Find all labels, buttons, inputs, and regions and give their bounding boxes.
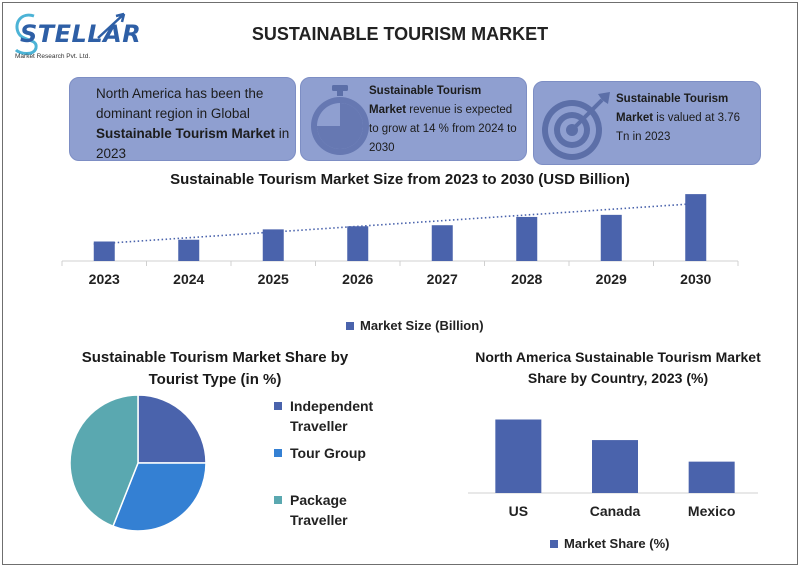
x-tick-label: 2028 (511, 271, 542, 287)
legend-item: Package Traveller (274, 490, 400, 530)
country-share-legend: Market Share (%) (550, 536, 669, 551)
x-tick-label: 2024 (173, 271, 204, 287)
x-tick-label: 2025 (258, 271, 289, 287)
country-share-chart-title: North America Sustainable Tourism Market… (475, 349, 761, 386)
legend-swatch (274, 496, 282, 504)
x-tick-label: 2030 (680, 271, 711, 287)
info-card-text: Sustainable Tourism Market revenue is ex… (369, 82, 519, 158)
info-card-text: North America has been the dominant regi… (96, 84, 291, 164)
legend-swatch (274, 449, 282, 457)
country-share-bar-chart: US Canada Mexico (468, 419, 758, 519)
x-tick-label: Mexico (688, 503, 735, 519)
legend-label: Tour Group (290, 445, 366, 461)
page-title: SUSTAINABLE TOURISM MARKET (251, 24, 549, 44)
pie-slice-tour-group (111, 462, 207, 532)
logo: STELLAR Market Research Pvt. Ltd. (12, 8, 141, 66)
card-text-bold: Sustainable Tourism Market (369, 85, 482, 116)
card-text-post: in 2023 (96, 126, 290, 161)
bar-2026 (347, 226, 369, 261)
x-tick-label: US (509, 503, 528, 519)
legend-item: Tour Group (274, 443, 400, 463)
x-tick-label: 2023 (89, 271, 120, 287)
logo-wordmark: STELLAR (20, 20, 142, 48)
logo-subtitle: Market Research Pvt. Ltd. (15, 53, 91, 60)
card-text-pre: North America has been the dominant regi… (96, 86, 264, 121)
card-text-bold: Sustainable Tourism Market (96, 126, 276, 141)
bar-2025 (262, 229, 284, 261)
x-tick-label: Canada (590, 503, 641, 519)
bar-2028 (516, 216, 538, 261)
market-size-legend: Market Size (Billion) (346, 318, 484, 333)
legend-swatch (550, 539, 558, 548)
bar-mexico (688, 461, 735, 493)
legend-swatch (346, 321, 354, 330)
stopwatch-icon (311, 85, 369, 155)
legend-label: Market Share (%) (564, 536, 670, 551)
x-tick-label: 2029 (596, 271, 627, 287)
logo-swoosh-icon (14, 12, 126, 55)
x-tick-label: 2026 (342, 271, 373, 287)
bar-2024 (178, 239, 200, 261)
card-text-post: revenue is expected to grow at 14 % from… (369, 104, 517, 154)
info-card-value: Sustainable Tourism Market is valued at … (533, 81, 761, 165)
info-card-region: North America has been the dominant regi… (69, 77, 296, 161)
card-text-post: is valued at 3.76 Tn in 2023 (616, 112, 741, 143)
tourist-type-pie-chart (69, 394, 207, 532)
legend-label: Package Traveller (290, 492, 348, 528)
legend-swatch (274, 402, 282, 410)
legend-label: Market Size (Billion) (360, 318, 484, 333)
bar-2029 (600, 214, 622, 261)
x-tick-label: 2027 (427, 271, 458, 287)
market-size-chart-title: Sustainable Tourism Market Size from 202… (170, 171, 630, 188)
bar-canada (592, 440, 638, 493)
info-card-growth: Sustainable Tourism Market revenue is ex… (300, 77, 527, 161)
bar-2027 (431, 225, 453, 261)
pie-slice-package-traveller (69, 394, 139, 528)
legend-item: Independent Traveller (274, 396, 400, 436)
bar-2030 (685, 194, 707, 261)
market-size-bar-chart: 2023 2024 2025 2026 2027 2028 2029 2030 (61, 194, 739, 287)
card-text-bold: Sustainable Tourism Market (616, 93, 729, 124)
bar-2023 (93, 241, 115, 261)
legend-label: Independent Traveller (290, 398, 374, 434)
pie-slice-independent-traveller (137, 394, 207, 464)
bar-us (495, 419, 542, 493)
target-icon (542, 92, 610, 160)
tourist-type-chart-title: Sustainable Tourism Market Share by Tour… (81, 349, 349, 388)
info-card-text: Sustainable Tourism Market is valued at … (616, 90, 756, 147)
